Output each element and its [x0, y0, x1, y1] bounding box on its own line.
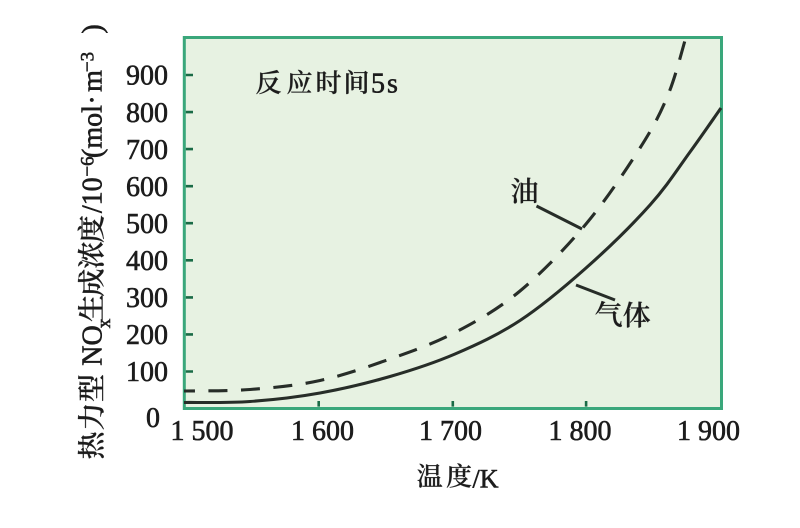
svg-text:5s: 5s [371, 69, 400, 100]
svg-text:·: · [78, 95, 109, 104]
svg-text:1 700: 1 700 [419, 416, 482, 447]
svg-text:x: x [94, 318, 115, 328]
svg-text:1 500: 1 500 [171, 416, 234, 447]
svg-text:1 600: 1 600 [291, 416, 354, 447]
svg-text:NO: NO [78, 325, 109, 365]
svg-text:1 800: 1 800 [549, 416, 612, 447]
svg-text:600: 600 [126, 172, 168, 203]
svg-text:800: 800 [126, 98, 168, 129]
svg-text:): ) [78, 24, 109, 33]
svg-text:−3: −3 [78, 52, 99, 72]
svg-text:100: 100 [126, 357, 168, 388]
svg-text:/10: /10 [78, 177, 109, 213]
svg-text:(mol: (mol [78, 105, 109, 158]
svg-text:700: 700 [126, 135, 168, 166]
svg-text:m: m [78, 70, 109, 92]
svg-text:300: 300 [126, 283, 168, 314]
svg-text:900: 900 [126, 61, 168, 92]
svg-text:200: 200 [126, 320, 168, 351]
svg-text:1 900: 1 900 [677, 416, 740, 447]
svg-text:/K: /K [473, 465, 499, 494]
svg-text:−6: −6 [78, 156, 99, 176]
svg-text:0: 0 [146, 403, 160, 434]
svg-text:500: 500 [126, 209, 168, 240]
svg-text:400: 400 [126, 246, 168, 277]
